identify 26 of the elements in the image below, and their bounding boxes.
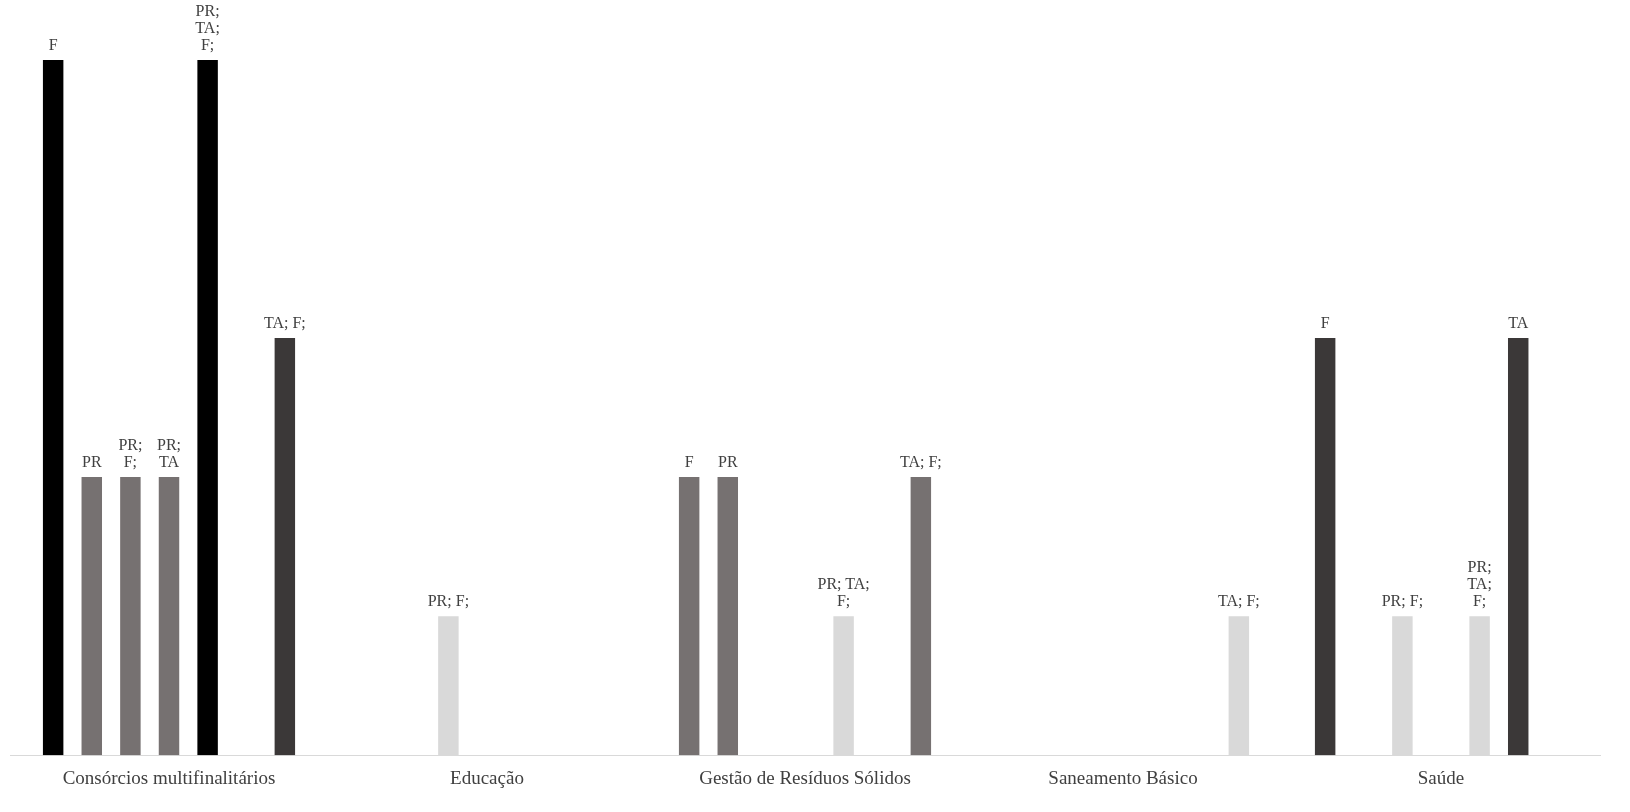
bar [1508, 338, 1529, 756]
series-label: PR; TA [156, 436, 182, 471]
series-label: PR; TA; F; [1467, 558, 1492, 610]
text: TA; F; [1217, 592, 1260, 610]
series-label: F [48, 36, 58, 54]
series-label: TA [1508, 314, 1529, 332]
text: PR; TA; F; [195, 2, 220, 54]
text: PR; F; [1381, 592, 1424, 610]
x-tick-label: Saneamento Básico [1048, 766, 1198, 788]
bar [717, 477, 738, 756]
series-label: PR [81, 453, 102, 471]
series-label: PR; F; [118, 436, 143, 471]
text: F [684, 453, 694, 471]
x-tick-label: Gestão de Resíduos Sólidos [699, 766, 911, 788]
text: F [1320, 314, 1330, 332]
bar [81, 477, 102, 756]
bar [42, 60, 64, 756]
text: PR; TA; F; [817, 575, 870, 610]
x-tick-label: Saúde [1417, 766, 1465, 788]
text: PR; F; [427, 592, 470, 610]
text: PR [717, 453, 738, 471]
bar [158, 477, 180, 756]
x-tick-label: Educação [450, 766, 524, 788]
text: TA; F; [263, 314, 306, 332]
x-tick-label: Consórcios multifinalitários [62, 766, 276, 788]
series-label: TA; F; [899, 453, 942, 471]
